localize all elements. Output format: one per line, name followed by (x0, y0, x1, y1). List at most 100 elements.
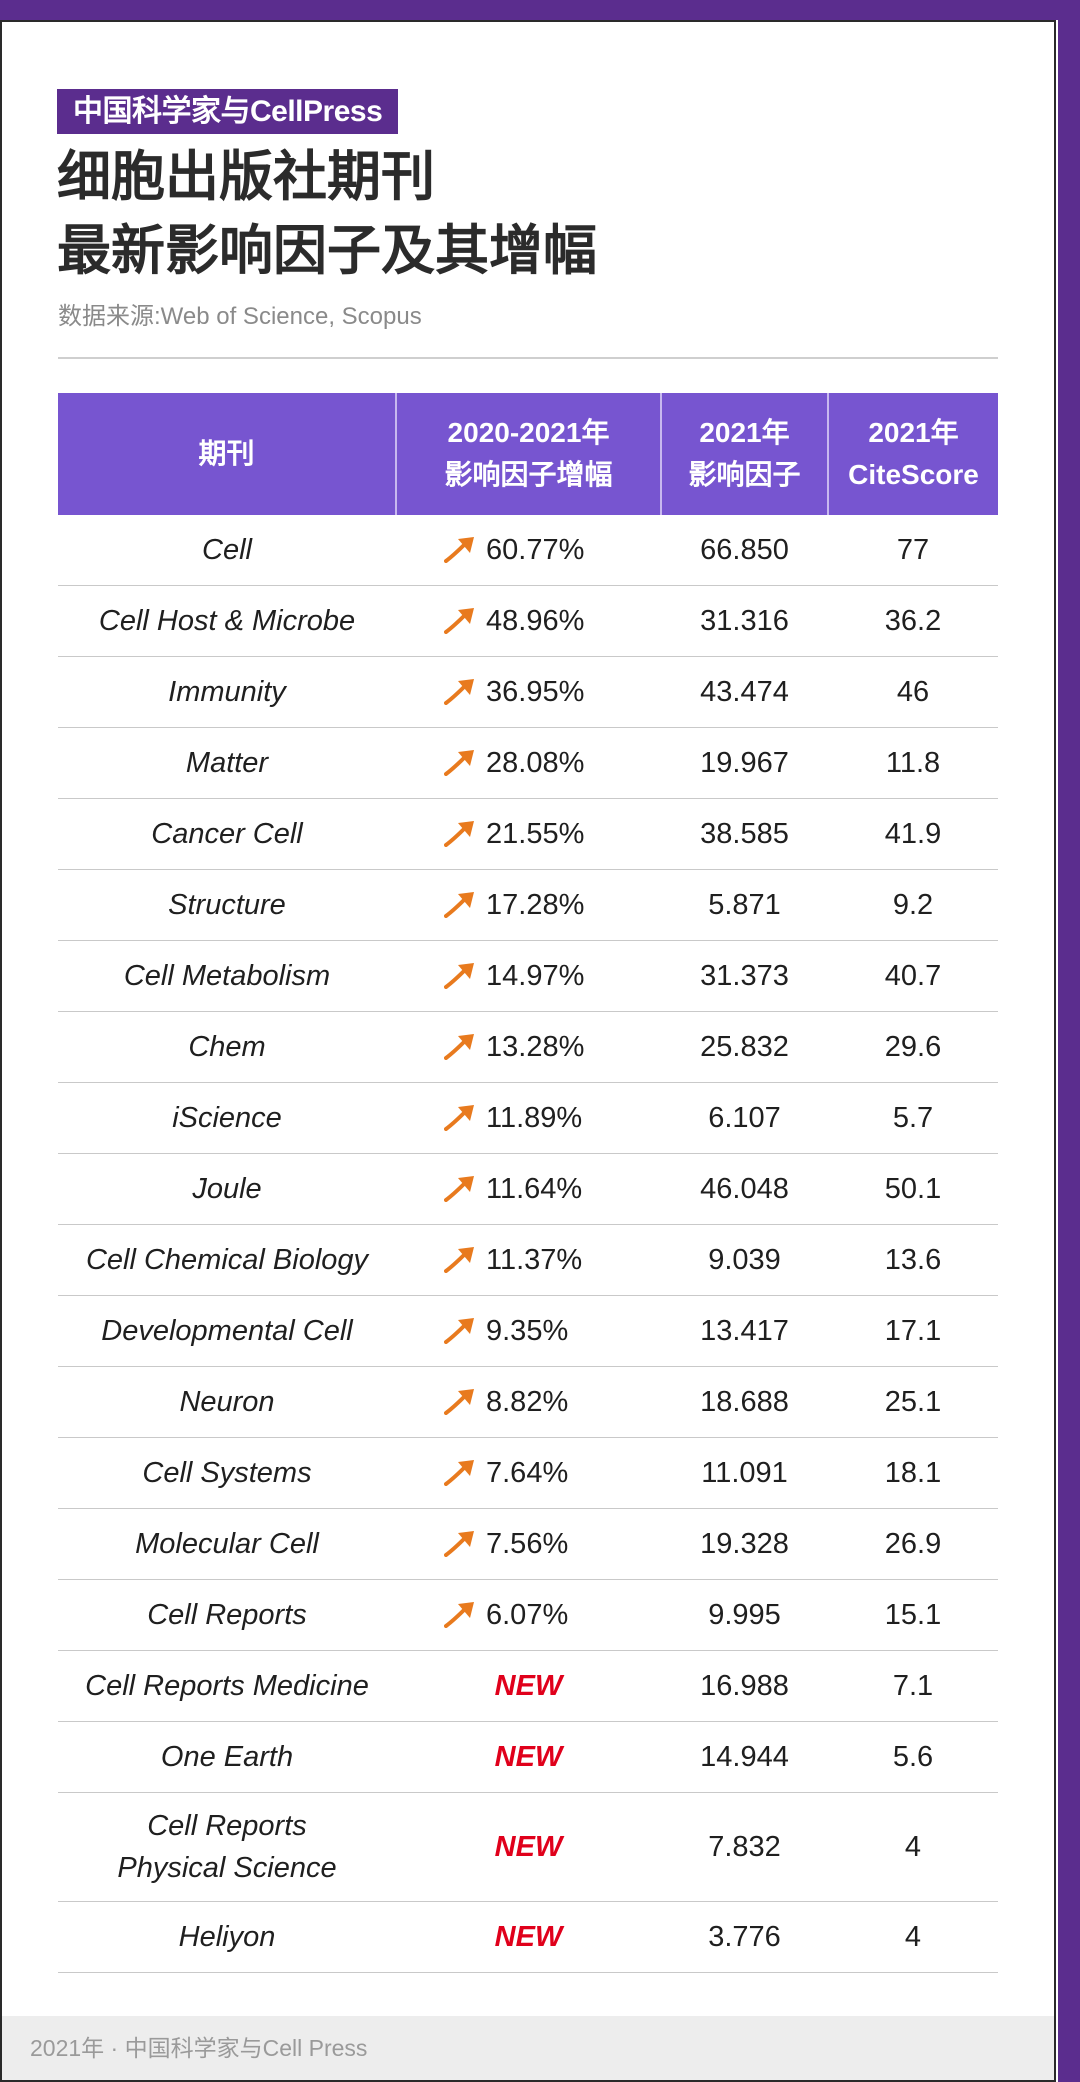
table-row: Chem 13.28% 25.832 29.6 (58, 1011, 998, 1083)
up-right-arrow-icon (444, 606, 476, 634)
footer-credit: 2021年 · 中国科学家与Cell Press (2, 2016, 1054, 2080)
journal-name: Cell Reports (58, 1579, 396, 1651)
impact-factor-value: 14.944 (661, 1721, 828, 1793)
new-badge: NEW (494, 1830, 563, 1863)
growth-value: 60.77% (486, 533, 585, 566)
new-badge: NEW (494, 1740, 563, 1773)
table-row: Cell 60.77% 66.850 77 (58, 515, 998, 586)
new-badge-cell: NEW (396, 1650, 661, 1722)
journal-name: Cell (58, 515, 396, 586)
citescore-value: 4 (828, 1792, 998, 1902)
impact-factor-value: 43.474 (661, 656, 828, 728)
growth-value: 36.95% (486, 675, 585, 708)
up-right-arrow-icon (444, 1174, 476, 1202)
new-badge-cell: NEW (396, 1901, 661, 1973)
growth-cell: 21.55% (396, 798, 661, 870)
impact-factor-value: 11.091 (661, 1437, 828, 1509)
citescore-value: 18.1 (828, 1437, 998, 1509)
impact-factor-value: 9.039 (661, 1224, 828, 1296)
frame-right-bar (1058, 0, 1080, 2082)
journal-name-line-2: Physical Science (117, 1852, 337, 1884)
up-right-arrow-icon (444, 819, 476, 847)
citescore-value: 4 (828, 1901, 998, 1973)
growth-value: 48.96% (486, 604, 585, 637)
citescore-value: 7.1 (828, 1650, 998, 1722)
table-row: Cell Systems 7.64% 11.091 18.1 (58, 1437, 998, 1509)
journal-name: Neuron (58, 1366, 396, 1438)
table-row: Cell Reports Medicine NEW 16.988 7.1 (58, 1650, 998, 1722)
new-badge-cell: NEW (396, 1792, 661, 1902)
impact-factor-value: 31.373 (661, 940, 828, 1012)
journal-name: Molecular Cell (58, 1508, 396, 1580)
data-source-note: 数据来源:Web of Science, Scopus (58, 303, 422, 330)
header-journal: 期刊 (58, 393, 396, 515)
impact-factor-value: 19.328 (661, 1508, 828, 1580)
citescore-value: 77 (828, 515, 998, 586)
up-right-arrow-icon (444, 677, 476, 705)
table-row: Immunity 36.95% 43.474 46 (58, 656, 998, 728)
impact-factor-value: 19.967 (661, 727, 828, 799)
journal-name: Cell Metabolism (58, 940, 396, 1012)
impact-factor-value: 38.585 (661, 798, 828, 870)
growth-cell: 11.37% (396, 1224, 661, 1296)
growth-value: 6.07% (486, 1598, 569, 1631)
header-divider (58, 357, 998, 359)
header-growth-line-2: 影响因子增幅 (444, 459, 613, 490)
citescore-value: 5.6 (828, 1721, 998, 1793)
citescore-value: 41.9 (828, 798, 998, 870)
table-row: iScience 11.89% 6.107 5.7 (58, 1082, 998, 1154)
journal-name: Cancer Cell (58, 798, 396, 870)
impact-factor-table: 期刊 2020-2021年 影响因子增幅 2021年 影响因子 2021年 Ci… (58, 393, 998, 1973)
impact-factor-value: 9.995 (661, 1579, 828, 1651)
table-row: Molecular Cell 7.56% 19.328 26.9 (58, 1508, 998, 1580)
citescore-value: 50.1 (828, 1153, 998, 1225)
up-right-arrow-icon (444, 1458, 476, 1486)
table-row: Cell Reports 6.07% 9.995 15.1 (58, 1579, 998, 1651)
growth-value: 11.64% (486, 1172, 583, 1205)
impact-factor-value: 7.832 (661, 1792, 828, 1902)
citescore-value: 40.7 (828, 940, 998, 1012)
growth-value: 9.35% (486, 1314, 569, 1347)
header-cs-line-2: CiteScore (848, 459, 979, 490)
journal-name: One Earth (58, 1721, 396, 1793)
up-right-arrow-icon (444, 890, 476, 918)
citescore-value: 26.9 (828, 1508, 998, 1580)
citescore-value: 5.7 (828, 1082, 998, 1154)
header-growth: 2020-2021年 影响因子增幅 (395, 393, 661, 515)
impact-factor-value: 16.988 (661, 1650, 828, 1722)
page-title: 细胞出版社期刊 最新影响因子及其增幅 (57, 140, 597, 288)
table-row: Joule 11.64% 46.048 50.1 (58, 1153, 998, 1225)
citescore-value: 9.2 (828, 869, 998, 941)
impact-factor-value: 18.688 (661, 1366, 828, 1438)
growth-value: 11.37% (486, 1243, 583, 1276)
impact-factor-value: 3.776 (661, 1901, 828, 1973)
growth-cell: 7.64% (396, 1437, 661, 1509)
frame-top-bar (0, 0, 1080, 20)
new-badge-cell: NEW (396, 1721, 661, 1793)
citescore-value: 13.6 (828, 1224, 998, 1296)
up-right-arrow-icon (444, 961, 476, 989)
header-if-line-2: 影响因子 (688, 459, 801, 490)
up-right-arrow-icon (444, 1316, 476, 1344)
journal-name: Structure (58, 869, 396, 941)
table-row: One Earth NEW 14.944 5.6 (58, 1721, 998, 1793)
growth-value: 7.56% (486, 1527, 569, 1560)
citescore-value: 15.1 (828, 1579, 998, 1651)
brand-tag: 中国科学家与CellPress (57, 89, 399, 134)
impact-factor-value: 5.871 (661, 869, 828, 941)
impact-factor-value: 46.048 (661, 1153, 828, 1225)
up-right-arrow-icon (444, 1387, 476, 1415)
table-header-row: 期刊 2020-2021年 影响因子增幅 2021年 影响因子 2021年 Ci… (58, 393, 998, 515)
table-row: Cell Metabolism 14.97% 31.373 40.7 (58, 940, 998, 1012)
journal-name-line-1: Cell Reports (147, 1810, 307, 1842)
growth-cell: 11.89% (396, 1082, 661, 1154)
table-row: Cell Host & Microbe 48.96% 31.316 36.2 (58, 585, 998, 657)
growth-cell: 48.96% (396, 585, 661, 657)
journal-name: Cell Reports Physical Science (58, 1792, 396, 1902)
impact-factor-value: 13.417 (661, 1295, 828, 1367)
growth-value: 7.64% (486, 1456, 569, 1489)
up-right-arrow-icon (444, 1245, 476, 1273)
growth-cell: 13.28% (396, 1011, 661, 1083)
header-growth-line-1: 2020-2021年 (447, 417, 610, 448)
impact-factor-value: 66.850 (661, 515, 828, 586)
